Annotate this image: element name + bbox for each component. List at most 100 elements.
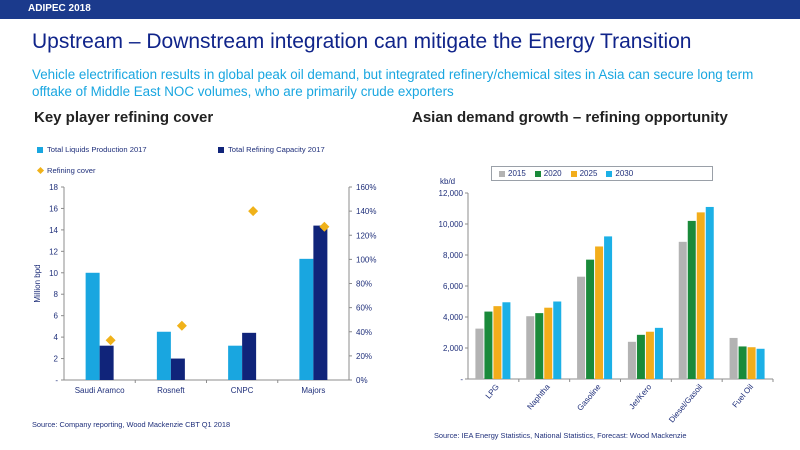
bar-production [156, 331, 171, 380]
legend-2020-swatch [534, 170, 541, 177]
right-y-tick-label: 4,000 [443, 313, 464, 322]
bar-capacity [242, 332, 257, 380]
right-x-tick-label: Naphtha [525, 382, 552, 411]
legend-production-swatch [37, 146, 43, 153]
bar-2025 [544, 307, 553, 379]
right-y-tick-label: 12,000 [439, 189, 464, 198]
right-y-tick-label: - [460, 375, 463, 384]
bar-2030 [553, 301, 562, 379]
legend-cover-label: Refining cover [47, 166, 96, 175]
bar-2020 [738, 346, 747, 379]
right-y-tick-label: 10,000 [439, 220, 464, 229]
bar-2015 [627, 341, 636, 379]
left-y2-tick-label: 100% [356, 255, 376, 264]
bar-capacity [99, 345, 114, 380]
left-y-tick-label: 18 [49, 183, 58, 192]
left-y-tick-label: 14 [49, 226, 58, 235]
right-x-tick-label: LPG [484, 383, 501, 401]
slide-title: Upstream – Downstream integration can mi… [32, 30, 692, 53]
right-chart-legend: 2015 2020 2025 2030 [491, 166, 713, 181]
marker-refining-cover [176, 320, 187, 331]
left-y-tick-label: - [55, 376, 58, 385]
bar-production [85, 272, 100, 380]
left-y2-tick-label: 0% [356, 376, 368, 385]
right-y-tick-label: 6,000 [443, 282, 464, 291]
bar-capacity [313, 225, 328, 380]
left-y-tick-label: 2 [54, 355, 59, 364]
left-y2-tick-label: 20% [356, 352, 372, 361]
bar-production [228, 345, 243, 380]
bar-2015 [729, 337, 738, 379]
bar-2020 [586, 259, 595, 379]
right-chart-source: Source: IEA Energy Statistics, National … [434, 431, 687, 440]
bar-2025 [595, 246, 604, 379]
bar-2015 [475, 328, 484, 379]
bar-2020 [687, 220, 696, 379]
slide-subtitle: Vehicle electrification results in globa… [32, 67, 754, 99]
left-y2-tick-label: 140% [356, 207, 376, 216]
bar-2025 [645, 331, 654, 379]
right-x-tick-label: Jet/Kero [627, 382, 653, 411]
legend-2025-label: 2025 [579, 169, 598, 178]
left-y2-tick-label: 80% [356, 280, 372, 289]
bar-2030 [705, 206, 714, 379]
bar-2030 [502, 302, 511, 379]
legend-2025: 2025 [570, 169, 598, 178]
bar-capacity [170, 358, 185, 380]
right-y-tick-label: 8,000 [443, 251, 464, 260]
legend-capacity-swatch [218, 146, 224, 153]
left-y-tick-label: 16 [49, 204, 58, 213]
left-y2-tick-label: 120% [356, 231, 376, 240]
legend-2015: 2015 [499, 169, 526, 178]
left-x-tick-label: Rosneft [157, 386, 185, 395]
left-y-tick-label: 6 [54, 312, 59, 321]
header-label: ADIPEC 2018 [28, 3, 91, 14]
legend-production: Total Liquids Production 2017 [37, 145, 147, 154]
left-y-tick-label: 10 [49, 269, 58, 278]
right-y-axis-label: kb/d [440, 177, 455, 186]
bar-2015 [577, 276, 586, 379]
left-y-tick-label: 12 [49, 247, 58, 256]
bar-2020 [535, 313, 544, 379]
right-x-tick-label: Diesel/Gasoil [667, 382, 704, 424]
right-x-tick-label: Fuel Oil [731, 382, 756, 409]
legend-2030: 2030 [606, 169, 633, 178]
bar-2025 [747, 347, 756, 379]
left-y2-tick-label: 40% [356, 328, 372, 337]
bar-2015 [678, 241, 687, 379]
marker-refining-cover [319, 221, 330, 232]
right-y-tick-label: 2,000 [443, 344, 464, 353]
bar-production [299, 258, 314, 380]
legend-2020: 2020 [534, 169, 562, 178]
left-x-tick-label: CNPC [231, 386, 254, 395]
bar-2020 [484, 311, 493, 379]
legend-production-label: Total Liquids Production 2017 [47, 145, 147, 154]
left-chart-heading: Key player refining cover [34, 109, 214, 126]
legend-2030-swatch [606, 170, 613, 177]
left-x-tick-label: Majors [301, 386, 325, 395]
bar-2030 [604, 236, 613, 379]
bar-2030 [756, 348, 765, 379]
left-y-tick-label: 8 [54, 290, 59, 299]
left-y-axis-label: Million bpd [33, 264, 42, 302]
legend-cover: Refining cover [36, 166, 96, 175]
header-bar: ADIPEC 2018 [0, 0, 800, 19]
bar-2015 [526, 316, 535, 379]
right-chart-heading: Asian demand growth – refining opportuni… [412, 109, 728, 126]
right-x-tick-label: Gasoline [575, 382, 603, 412]
legend-2030-label: 2030 [615, 169, 634, 178]
legend-2015-swatch [499, 170, 505, 177]
legend-2015-label: 2015 [508, 169, 526, 178]
legend-2025-swatch [570, 170, 577, 177]
left-y-tick-label: 4 [54, 333, 59, 342]
legend-capacity-label: Total Refining Capacity 2017 [228, 145, 325, 154]
left-chart-source: Source: Company reporting, Wood Mackenzi… [32, 420, 231, 429]
left-y2-tick-label: 160% [356, 183, 376, 192]
left-x-tick-label: Saudi Aramco [75, 386, 125, 395]
marker-refining-cover [248, 206, 259, 217]
legend-capacity: Total Refining Capacity 2017 [218, 145, 325, 154]
legend-2020-label: 2020 [543, 169, 562, 178]
bar-2025 [696, 212, 705, 379]
marker-refining-cover [105, 335, 116, 346]
